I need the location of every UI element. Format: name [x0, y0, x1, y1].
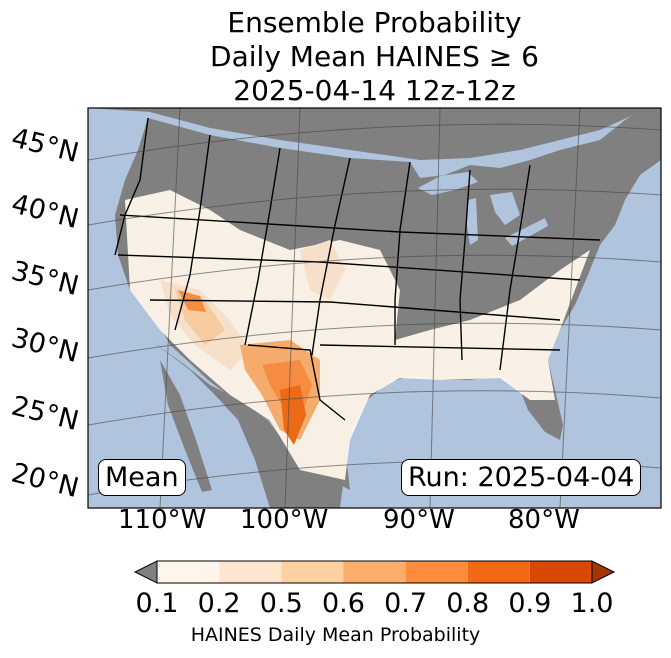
baja-landmass [160, 360, 212, 492]
colorbar-over-triangle [591, 560, 616, 584]
colorbar-label: HAINES Daily Mean Probability [190, 624, 481, 646]
title-line-3: 2025-04-14 12z-12z [233, 74, 516, 107]
lon-label-100: 100°W [240, 505, 329, 535]
colorbar [133, 560, 616, 584]
colorbar-segment [343, 561, 406, 583]
lake-erie [505, 218, 548, 246]
run-date-box: Run: 2025-04-04 [401, 459, 642, 496]
colorbar-tick-label: 0.7 [384, 588, 428, 619]
colorbar-tick-label: 0.1 [135, 588, 179, 619]
state-boundaries [114, 117, 601, 421]
canada-landmass [88, 108, 661, 160]
mexico-landmass [150, 340, 345, 508]
colorbar-under-triangle [133, 560, 158, 584]
colorbar-tick-label: 0.9 [508, 588, 552, 619]
colorbar-tick-label: 0.8 [446, 588, 490, 619]
colorbar-segment [157, 561, 220, 583]
lake-michigan [466, 198, 478, 245]
lake-huron [490, 192, 520, 225]
colorbar-segment [281, 561, 344, 583]
mean-label-box: Mean [98, 459, 186, 496]
colorbar-segment [467, 561, 530, 583]
colorbar-segment [219, 561, 282, 583]
colorbar-tick-label: 0.5 [259, 588, 303, 619]
lon-label-90: 90°W [383, 505, 455, 535]
lon-label-110: 110°W [118, 505, 207, 535]
title-line-2: Daily Mean HAINES ≥ 6 [210, 40, 539, 73]
lon-label-80: 80°W [508, 505, 580, 535]
colorbar-tick-label: 0.6 [321, 588, 365, 619]
colorbar-segment [405, 561, 468, 583]
graticule [88, 108, 661, 508]
colorbar-segment [529, 561, 592, 583]
great-lakes [418, 172, 478, 195]
colorbar-tick-label: 1.0 [570, 588, 614, 619]
title-line-1: Ensemble Probability [227, 6, 522, 39]
colorbar-border [156, 560, 593, 584]
colorbar-tick-label: 0.2 [197, 588, 241, 619]
